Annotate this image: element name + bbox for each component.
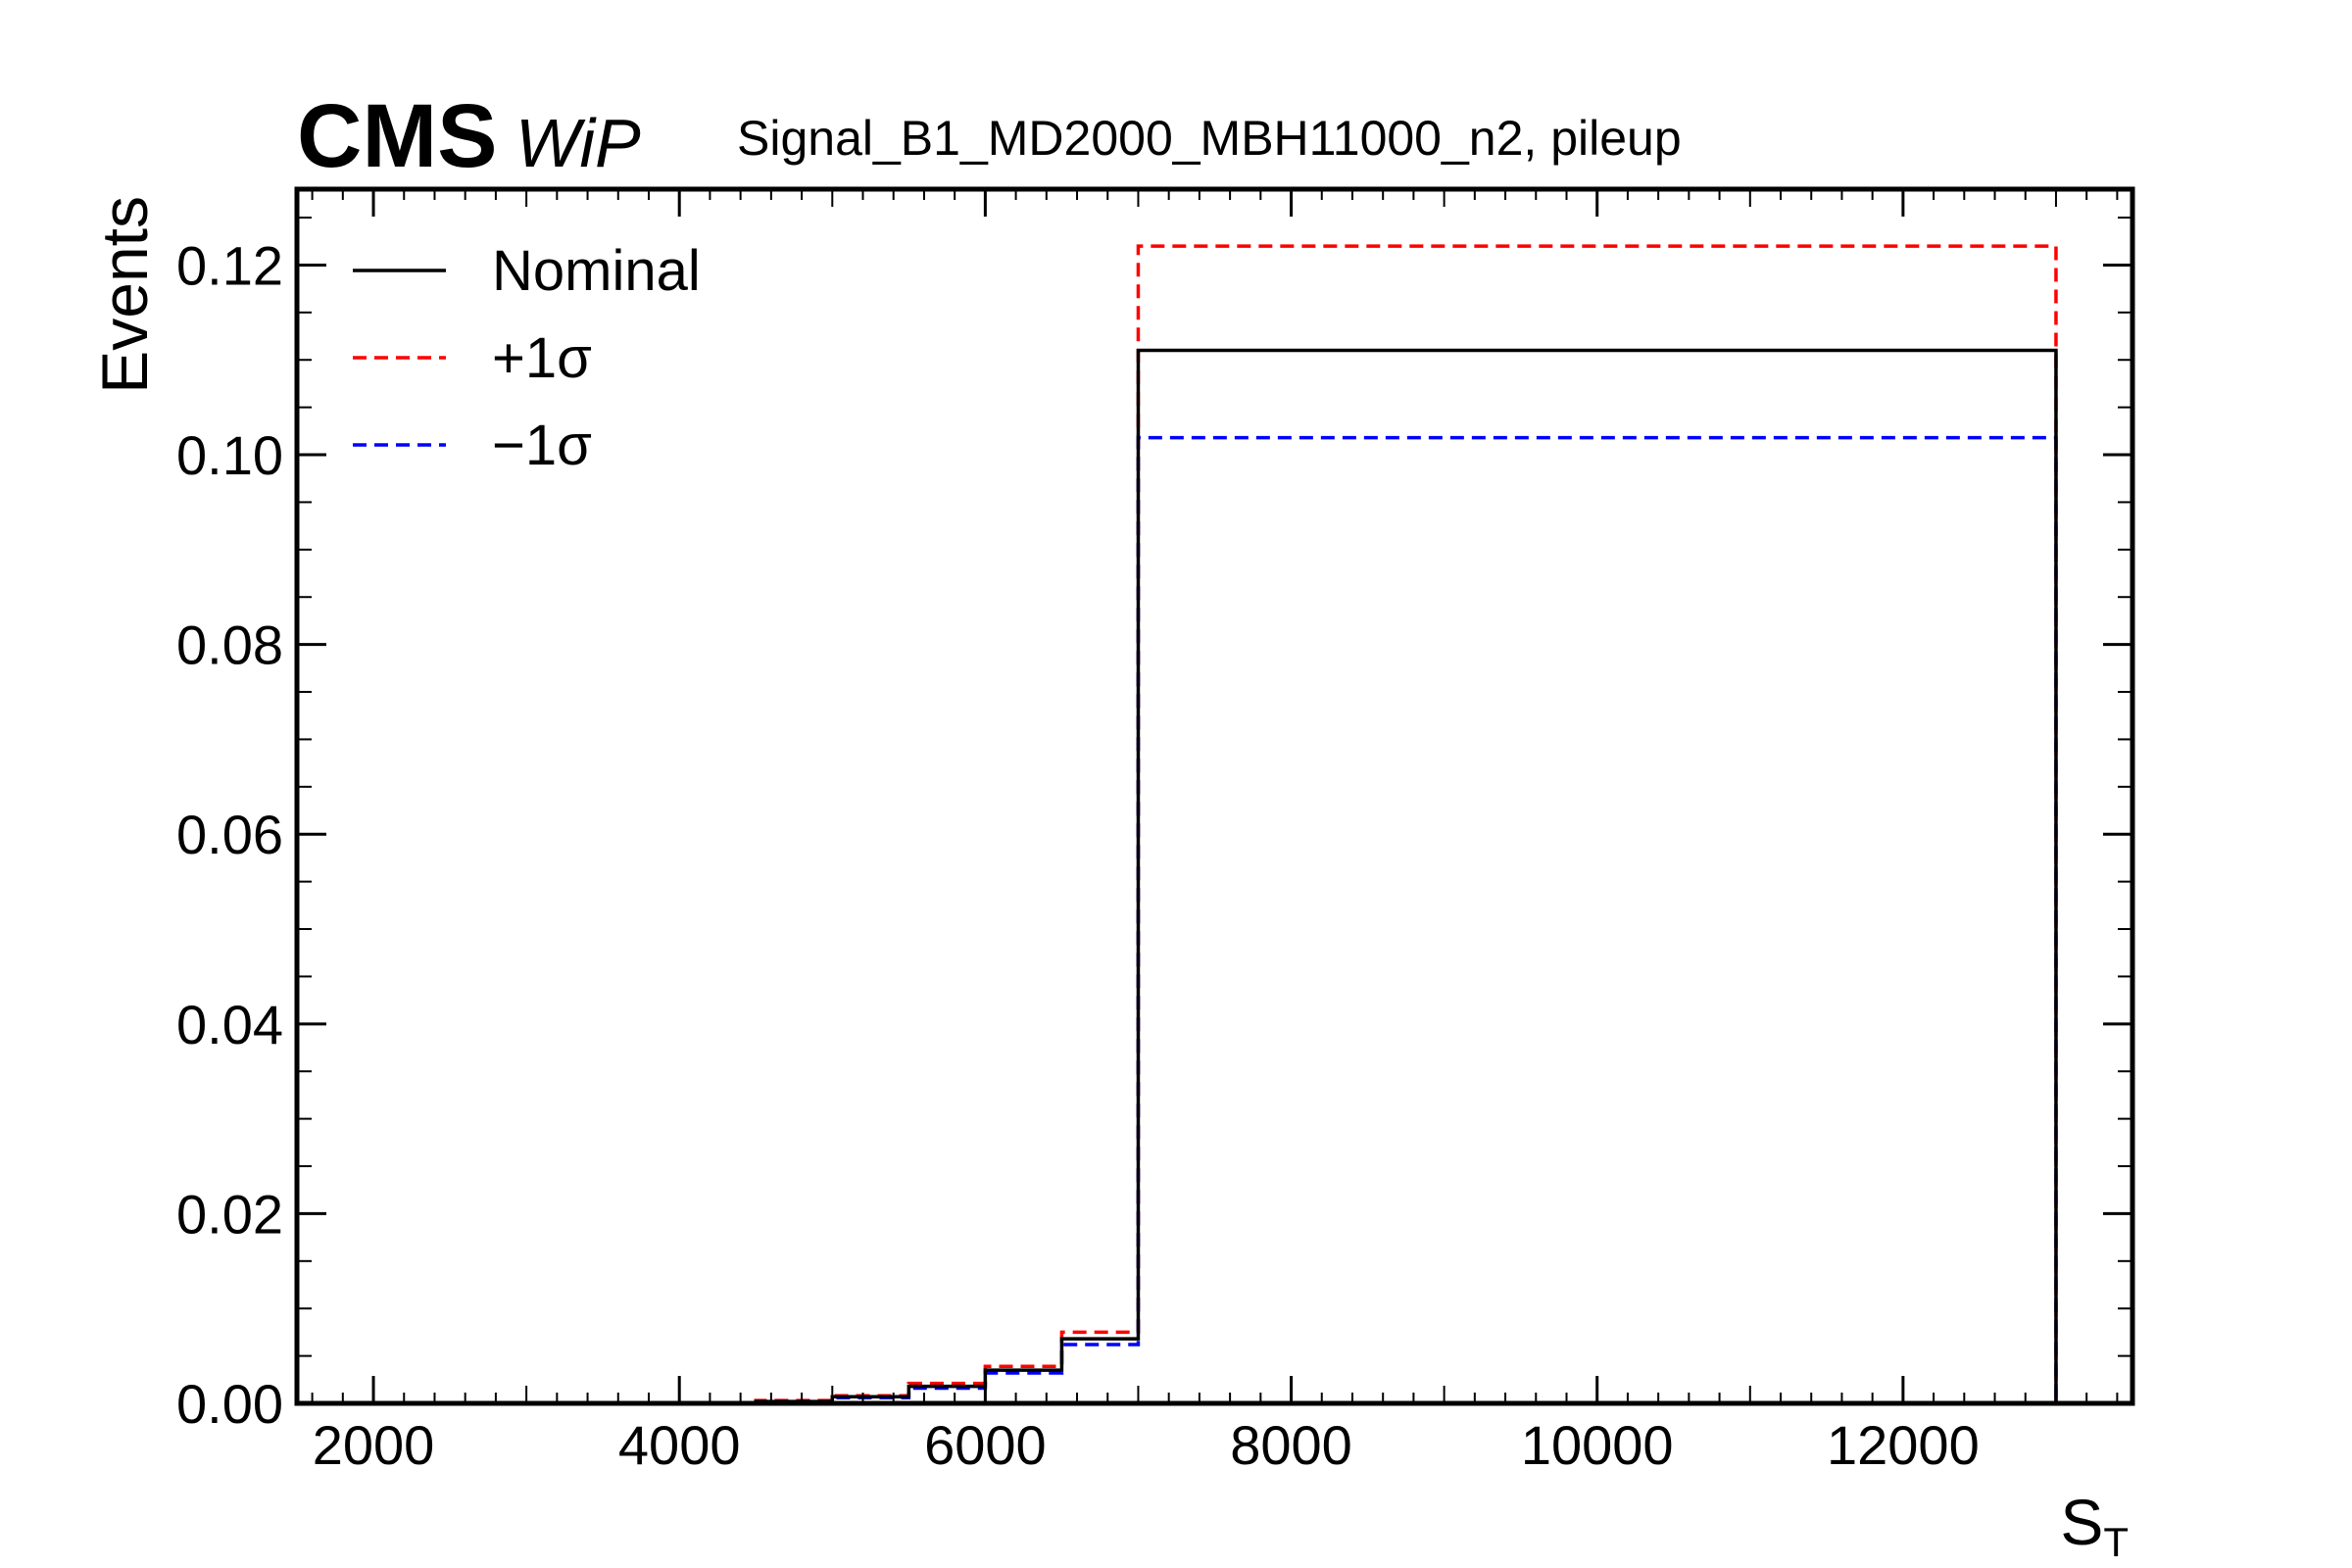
series-minus-1-sigma bbox=[754, 435, 2058, 1403]
y-tick-label: 0.08 bbox=[176, 614, 283, 676]
legend-label-nominal: Nominal bbox=[492, 239, 701, 303]
ticks-layer: 2000 4000 6000 8000 10000 12000 0.00 0.02 0.04 0.… bbox=[176, 189, 2132, 1476]
x-tick-label: 12000 bbox=[1827, 1414, 1980, 1476]
chart-title: Signal_B1_MD2000_MBH11000_n2, pileup bbox=[737, 111, 1682, 166]
y-tick-label: 0.02 bbox=[176, 1183, 283, 1245]
status-label: WiP bbox=[515, 105, 641, 181]
series-layer bbox=[754, 244, 2058, 1403]
cms-label: CMS bbox=[297, 86, 497, 186]
y-tick-label: 0.00 bbox=[176, 1373, 283, 1435]
series-plus-1-sigma bbox=[754, 244, 2058, 1403]
series-nominal bbox=[754, 348, 2058, 1403]
legend-label-plus-1-sigma: +1σ bbox=[492, 326, 592, 390]
x-tick-label: 8000 bbox=[1230, 1414, 1352, 1476]
y-tick-label: 0.12 bbox=[176, 234, 283, 296]
x-tick-label: 10000 bbox=[1521, 1414, 1674, 1476]
y-tick-label: 0.10 bbox=[176, 424, 283, 486]
x-tick-label: 4000 bbox=[618, 1414, 741, 1476]
legend: Nominal +1σ −1σ bbox=[353, 239, 701, 477]
y-axis-label: Events bbox=[88, 196, 161, 394]
plot-frame bbox=[294, 186, 2135, 1406]
y-tick-label: 0.06 bbox=[176, 804, 283, 865]
x-tick-label: 6000 bbox=[924, 1414, 1047, 1476]
y-tick-label: 0.04 bbox=[176, 994, 283, 1055]
x-axis-label-main: S bbox=[2060, 1486, 2103, 1558]
x-tick-label: 2000 bbox=[313, 1414, 435, 1476]
x-axis-label-subscript: T bbox=[2103, 1519, 2129, 1565]
legend-label-minus-1-sigma: −1σ bbox=[492, 414, 592, 477]
x-axis-label: ST bbox=[2060, 1486, 2129, 1565]
